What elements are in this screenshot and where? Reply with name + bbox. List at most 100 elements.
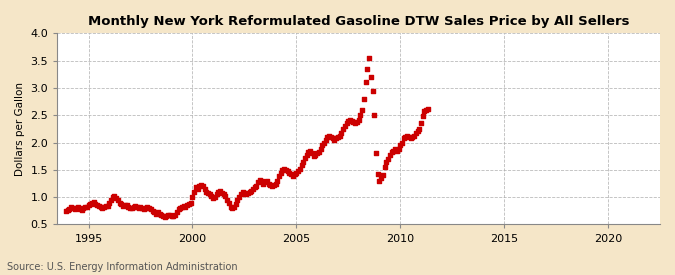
Point — [379, 165, 390, 169]
Point — [71, 206, 82, 210]
Point — [90, 202, 101, 206]
Point — [202, 191, 213, 195]
Point — [194, 184, 205, 188]
Point — [94, 204, 105, 208]
Point — [74, 207, 85, 211]
Point — [137, 206, 148, 210]
Point — [358, 97, 369, 101]
Point — [236, 192, 246, 197]
Point — [221, 198, 232, 202]
Point — [327, 136, 338, 140]
Point — [159, 215, 170, 219]
Point — [348, 120, 359, 124]
Point — [173, 207, 184, 211]
Point — [76, 208, 87, 213]
Point — [230, 202, 241, 206]
Point — [105, 198, 116, 202]
Point — [145, 207, 156, 211]
Point — [154, 211, 165, 216]
Point — [312, 151, 323, 156]
Point — [232, 198, 243, 202]
Point — [341, 121, 352, 126]
Point — [352, 120, 362, 124]
Point — [258, 181, 269, 186]
Point — [329, 138, 340, 142]
Point — [377, 173, 388, 178]
Point — [407, 135, 418, 139]
Point — [282, 169, 293, 173]
Point — [279, 167, 290, 171]
Point — [201, 189, 212, 194]
Point — [301, 152, 312, 157]
Point — [237, 189, 248, 194]
Point — [85, 202, 96, 206]
Point — [346, 119, 357, 123]
Point — [227, 206, 238, 210]
Point — [371, 151, 381, 156]
Point — [416, 121, 427, 126]
Point — [286, 172, 296, 177]
Point — [151, 211, 161, 216]
Point — [178, 204, 189, 208]
Title: Monthly New York Reformulated Gasoline DTW Sales Price by All Sellers: Monthly New York Reformulated Gasoline D… — [88, 15, 629, 28]
Point — [334, 134, 345, 138]
Point — [101, 204, 111, 208]
Point — [396, 140, 407, 145]
Point — [157, 214, 168, 218]
Point — [281, 168, 292, 172]
Point — [147, 209, 158, 213]
Point — [242, 191, 253, 195]
Point — [211, 192, 222, 197]
Point — [410, 131, 421, 135]
Point — [83, 203, 94, 208]
Point — [206, 194, 217, 198]
Point — [289, 172, 300, 177]
Point — [408, 134, 419, 138]
Point — [82, 205, 92, 209]
Point — [284, 170, 295, 175]
Point — [261, 178, 272, 183]
Point — [374, 178, 385, 183]
Point — [70, 207, 80, 211]
Point — [260, 180, 271, 184]
Point — [343, 119, 354, 123]
Point — [113, 198, 124, 202]
Point — [241, 192, 252, 197]
Point — [180, 205, 191, 209]
Point — [111, 196, 122, 200]
Point — [138, 207, 149, 211]
Point — [190, 185, 201, 189]
Point — [267, 184, 277, 188]
Point — [306, 151, 317, 156]
Point — [395, 143, 406, 147]
Point — [165, 213, 176, 218]
Point — [186, 200, 196, 205]
Point — [197, 184, 208, 188]
Point — [398, 136, 409, 140]
Point — [296, 163, 307, 168]
Point — [80, 205, 90, 209]
Point — [356, 108, 367, 112]
Point — [122, 203, 132, 207]
Point — [353, 117, 364, 122]
Point — [263, 181, 274, 186]
Point — [166, 214, 177, 218]
Point — [319, 140, 329, 145]
Point — [126, 206, 137, 210]
Point — [269, 183, 279, 187]
Point — [246, 188, 256, 193]
Point — [184, 202, 194, 206]
Point — [400, 135, 411, 139]
Point — [107, 195, 118, 199]
Point — [331, 136, 342, 140]
Point — [86, 200, 97, 205]
Point — [310, 152, 321, 157]
Point — [88, 199, 99, 204]
Point — [109, 194, 120, 198]
Point — [392, 148, 402, 153]
Point — [182, 203, 192, 208]
Point — [322, 135, 333, 139]
Point — [303, 150, 314, 155]
Point — [171, 210, 182, 215]
Point — [134, 206, 144, 210]
